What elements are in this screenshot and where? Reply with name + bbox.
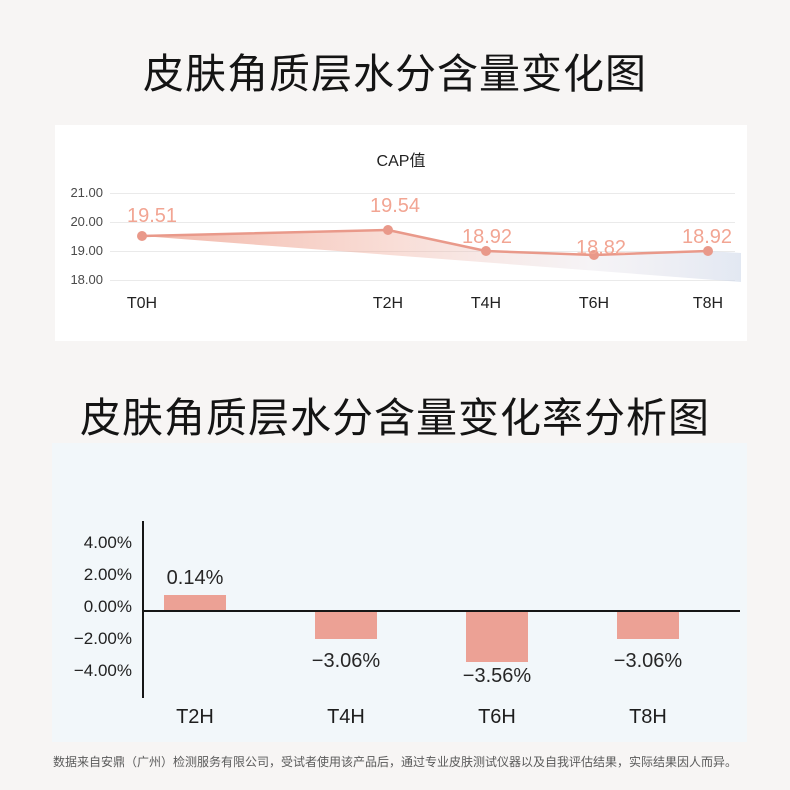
bar-chart-title: 皮肤角质层水分含量变化率分析图: [80, 395, 710, 441]
y-tick-label: −2.00%: [73, 629, 132, 648]
x-tick-t6h: T6H: [478, 706, 516, 728]
data-point-t0h: [137, 231, 147, 241]
bar-t2h: [164, 595, 226, 611]
bar-value-t4h: −3.06%: [311, 650, 381, 672]
y-tick-label: 21.00: [70, 185, 103, 200]
value-label-t4h: 18.92: [461, 226, 513, 248]
data-point-t6h: [589, 250, 599, 260]
x-tick-t2h: T2H: [372, 295, 404, 312]
value-label-t6h: 18.82: [575, 237, 627, 259]
y-tick-label: 19.00: [70, 243, 103, 258]
y-tick-label: −4.00%: [73, 661, 132, 680]
data-point-t8h: [703, 246, 713, 256]
bar-value-t8h: −3.06%: [613, 650, 683, 672]
zero-baseline: [142, 610, 740, 612]
value-label-t0h: 19.51: [126, 205, 178, 227]
bar-chart-panel: 4.00% 2.00% 0.00% −2.00% −4.00% 0.14% −3…: [52, 443, 747, 742]
y-axis: [142, 521, 144, 698]
bar-t8h: [617, 611, 679, 639]
data-source-disclaimer: 数据来自安鼎（广州）检测服务有限公司，受试者使用该产品后，通过专业皮肤测试仪器以…: [52, 755, 737, 769]
gridline-21: [110, 193, 735, 194]
x-tick-t8h: T8H: [629, 706, 667, 728]
x-tick-t2h: T2H: [176, 706, 214, 728]
line-chart-panel: CAP值 21.00 20.00 19.00 18.00 19.51 19.54…: [55, 125, 747, 341]
line-chart-title: 皮肤角质层水分含量变化图: [143, 51, 647, 97]
x-tick-t0h: T0H: [126, 295, 158, 312]
value-label-t2h: 19.54: [369, 195, 421, 217]
gridline-18: [110, 280, 735, 281]
line-chart-subtitle: CAP值: [376, 153, 426, 170]
x-tick-t6h: T6H: [578, 295, 610, 312]
y-tick-label: 18.00: [70, 272, 103, 287]
y-tick-label: 0.00%: [83, 597, 132, 616]
bar-t4h: [315, 611, 377, 639]
gridline-20: [110, 222, 735, 223]
bar-t6h: [466, 611, 528, 662]
x-tick-t4h: T4H: [327, 706, 365, 728]
y-tick-label: 2.00%: [83, 565, 132, 584]
data-point-t4h: [481, 246, 491, 256]
line-area-fill: [142, 230, 741, 282]
bar-value-t6h: −3.56%: [462, 665, 532, 687]
x-tick-t8h: T8H: [692, 295, 724, 312]
data-point-t2h: [383, 225, 393, 235]
value-label-t8h: 18.92: [681, 226, 733, 248]
y-tick-label: 4.00%: [83, 533, 132, 552]
y-tick-label: 20.00: [70, 214, 103, 229]
x-tick-t4h: T4H: [470, 295, 502, 312]
bar-value-t2h: 0.14%: [166, 567, 224, 589]
line-chart: [137, 225, 741, 282]
